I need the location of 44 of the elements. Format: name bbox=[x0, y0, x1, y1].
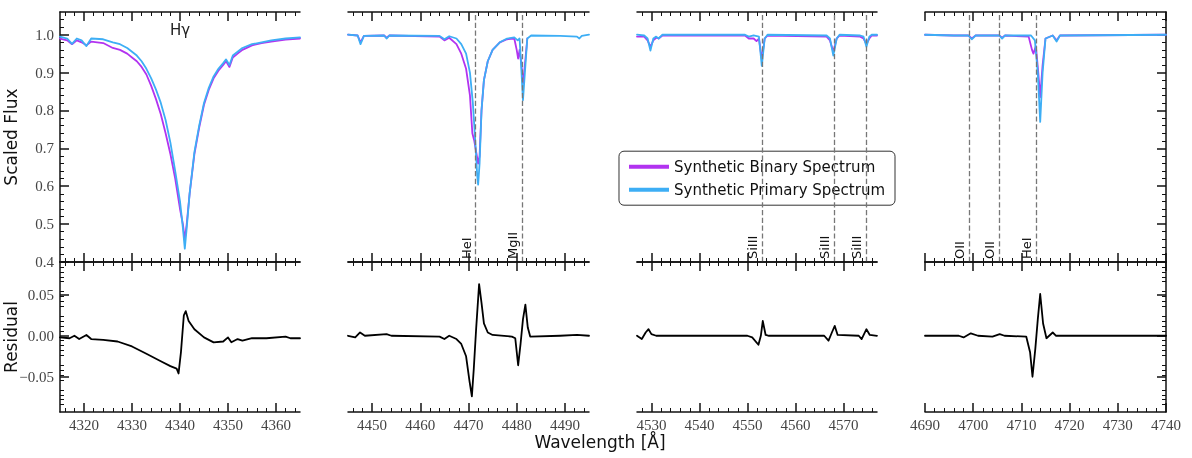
x-tick-label: 4740 bbox=[1151, 416, 1181, 433]
x-tick-label: 4350 bbox=[213, 416, 243, 433]
y-tick-label: 0.8 bbox=[35, 102, 54, 119]
y-tick-label: 1.0 bbox=[35, 26, 54, 43]
x-tick-label: 4720 bbox=[1054, 416, 1085, 433]
y-axis-title: Residual bbox=[0, 301, 21, 373]
x-tick-label: 4700 bbox=[958, 416, 989, 433]
x-axis-title: Wavelength [Å] bbox=[534, 432, 666, 452]
ref-line-label: MgII bbox=[505, 231, 521, 259]
ref-line-label: SiIII bbox=[816, 235, 832, 259]
x-tick-label: 4730 bbox=[1102, 416, 1133, 433]
annotation: Hγ bbox=[169, 20, 191, 39]
x-tick-label: 4340 bbox=[165, 416, 195, 433]
ref-line-label: HeI bbox=[1019, 237, 1035, 259]
x-tick-label: 4320 bbox=[69, 416, 99, 433]
ref-line-label: SiIII bbox=[849, 235, 865, 259]
y-tick-label: 0.5 bbox=[35, 216, 54, 233]
legend-label: Synthetic Primary Spectrum bbox=[674, 180, 886, 199]
legend-label: Synthetic Binary Spectrum bbox=[674, 157, 876, 176]
y-tick-label: 0.9 bbox=[35, 64, 54, 81]
x-tick-label: 4710 bbox=[1006, 416, 1037, 433]
x-tick-label: 4690 bbox=[910, 416, 940, 433]
x-tick-label: 4360 bbox=[261, 416, 291, 433]
x-tick-label: 4540 bbox=[684, 416, 715, 433]
ref-line-label: OII bbox=[982, 241, 998, 259]
y-tick-label: 0.05 bbox=[27, 286, 54, 303]
x-tick-label: 4560 bbox=[780, 416, 811, 433]
y-tick-label: 0.4 bbox=[35, 254, 55, 270]
y-tick-label: 0.00 bbox=[27, 327, 54, 344]
y-tick-label: 0.7 bbox=[35, 140, 55, 157]
x-tick-label: 4570 bbox=[828, 416, 859, 433]
x-tick-label: 4550 bbox=[732, 416, 763, 433]
ref-line-label: HeI bbox=[458, 237, 474, 259]
x-tick-label: 4490 bbox=[549, 416, 580, 433]
x-tick-label: 4480 bbox=[501, 416, 532, 433]
y-tick-label: −0.05 bbox=[19, 368, 54, 385]
x-tick-label: 4460 bbox=[405, 416, 436, 433]
x-tick-label: 4450 bbox=[357, 416, 388, 433]
ref-line-label: OII bbox=[952, 241, 968, 259]
x-tick-label: 4330 bbox=[117, 416, 147, 433]
ref-line-label: SiIII bbox=[744, 235, 760, 259]
y-axis-title: Scaled Flux bbox=[0, 88, 21, 186]
y-tick-label: 0.6 bbox=[35, 178, 55, 195]
x-tick-label: 4470 bbox=[453, 416, 484, 433]
